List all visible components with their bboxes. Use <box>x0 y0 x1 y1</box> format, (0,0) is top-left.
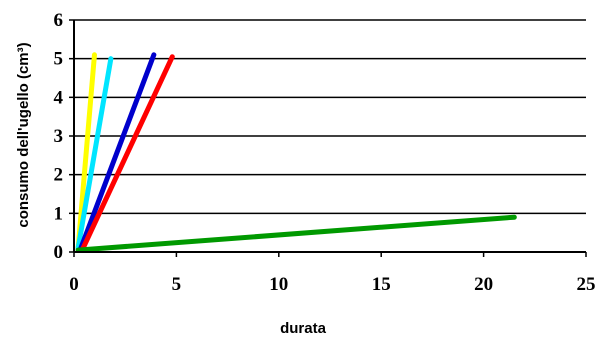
y-tick-label-4: 4 <box>54 87 64 108</box>
x-tick-label-15: 15 <box>372 274 391 295</box>
x-tick-labels: 0 5 10 15 20 25 <box>69 274 595 295</box>
x-axis-label: durata <box>280 320 327 337</box>
grid-lines <box>74 19 586 215</box>
y-tick-labels: 0 1 2 3 4 5 6 <box>54 10 64 263</box>
series-group <box>75 52 517 253</box>
y-tick-label-2: 2 <box>54 165 64 186</box>
series-line-4 <box>79 54 175 253</box>
x-tick-label-10: 10 <box>269 274 288 295</box>
axes <box>69 19 587 257</box>
y-axis-label: consumo dell'ugello (cm³) <box>15 42 32 227</box>
series-line-5 <box>75 214 517 253</box>
x-tick-label-20: 20 <box>474 274 493 295</box>
series-line-3 <box>77 52 157 253</box>
x-tick-label-0: 0 <box>69 274 79 295</box>
y-tick-label-6: 6 <box>54 10 64 31</box>
y-tick-label-1: 1 <box>54 203 64 224</box>
x-tick-label-25: 25 <box>577 274 596 295</box>
series-line-1 <box>75 52 97 251</box>
y-tick-label-3: 3 <box>54 126 64 147</box>
series-line-2 <box>75 56 114 251</box>
x-tick-label-5: 5 <box>172 274 182 295</box>
y-tick-label-0: 0 <box>54 242 64 263</box>
y-tick-label-5: 5 <box>54 49 64 70</box>
